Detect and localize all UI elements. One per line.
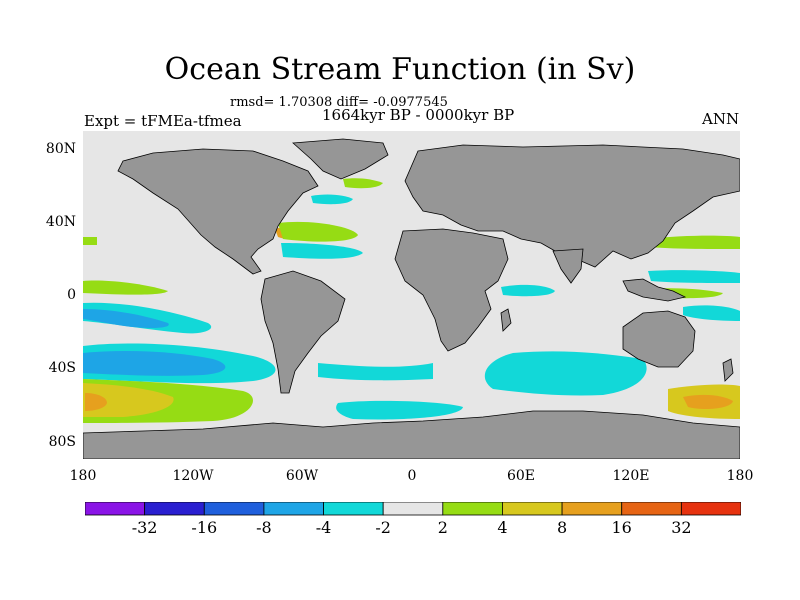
patch-gulf-stream-cyan: [311, 194, 353, 205]
lon-label-0: 0: [407, 468, 417, 484]
colorbar-swatch: [263, 502, 324, 516]
colorbar-swatch: [621, 502, 682, 516]
land-australia: [622, 310, 696, 368]
patch-north-pacific-green: [83, 280, 168, 295]
season-label: ANN: [702, 110, 740, 128]
land-eurasia: [404, 144, 740, 268]
lon-label-120w: 120W: [172, 468, 214, 484]
lat-label-80n: 80N: [45, 141, 76, 157]
lat-label-0: 0: [67, 287, 76, 303]
patch-southern-ocean-orange: [85, 393, 107, 411]
patch-tropical-pacific-blue: [83, 309, 169, 328]
colorbar-tick-label: -32: [131, 518, 158, 537]
colorbar-tick-label: -16: [191, 518, 218, 537]
lon-label-60e: 60E: [506, 468, 536, 484]
lat-label-40n: 40N: [45, 214, 76, 230]
land-greenland: [292, 138, 389, 180]
patch-south-atlantic-cyan: [318, 363, 433, 381]
patch-west-pacific-cyan: [648, 270, 740, 283]
colorbar-swatch: [680, 502, 741, 516]
stream-function-map: [83, 131, 740, 459]
land-india: [552, 248, 584, 284]
colorbar-swatch: [203, 502, 265, 516]
lat-label-80s: 80S: [48, 434, 76, 450]
stats-text: rmsd= 1.70308 diff= -0.0977545: [230, 95, 448, 110]
patch-west-pacific-cyan2: [683, 305, 740, 321]
patch-equatorial-atlantic-cyan: [501, 284, 555, 297]
colorbar-swatch: [442, 502, 503, 516]
experiment-label: Expt = tFMEa-tfmea: [84, 112, 242, 130]
patch-north-atlantic-green: [278, 221, 358, 242]
patch-indian-southern-cyan: [484, 351, 647, 396]
colorbar-tick-label: 32: [671, 518, 692, 537]
chart-title: Ocean Stream Function (in Sv): [164, 52, 636, 87]
land-south-america: [260, 270, 346, 394]
patch-southern-ocean-yellow: [83, 383, 174, 417]
colorbar-swatch: [323, 502, 384, 516]
patch-southern-atlantic-cyan2: [336, 400, 463, 420]
colorbar-tick-label: 8: [557, 518, 568, 537]
land-new-zealand: [722, 358, 734, 382]
colorbar-swatch: [144, 502, 205, 516]
lon-label-120e: 120E: [612, 468, 650, 484]
land-southeast-asia: [622, 278, 687, 302]
colorbar-tick-label: -4: [315, 518, 332, 537]
lat-label-40s: 40S: [48, 360, 76, 376]
lon-label-180w: 180: [69, 468, 97, 484]
patch-tasman-orange: [683, 394, 733, 409]
lon-label-60w: 60W: [285, 468, 319, 484]
colorbar-swatch: [561, 502, 623, 516]
colorbar-swatch: [382, 502, 444, 516]
anomaly-patches: [83, 178, 740, 423]
colorbar: [85, 502, 741, 516]
colorbar-tick-label: -2: [375, 518, 391, 537]
land-madagascar: [500, 308, 512, 332]
land-antarctica: [83, 410, 740, 459]
colorbar-tick-label: 2: [437, 518, 448, 537]
land-africa: [394, 228, 509, 352]
patch-south-pacific-blue: [83, 351, 226, 376]
patch-equatorial-pacific-green: [83, 237, 97, 245]
colorbar-swatch: [502, 502, 563, 516]
patch-nw-pacific-green: [648, 235, 740, 249]
land-masses: [83, 138, 740, 459]
patch-north-atlantic-cyan: [281, 243, 363, 259]
patch-greenland-green: [343, 178, 383, 189]
period-text: 1664kyr BP - 0000kyr BP: [322, 106, 515, 124]
land-north-america: [117, 148, 319, 275]
colorbar-tick-label: 16: [611, 518, 632, 537]
colorbar-tick-label: -8: [256, 518, 272, 537]
colorbar-swatch: [85, 502, 146, 516]
lon-label-180e: 180: [726, 468, 754, 484]
colorbar-tick-label: 4: [497, 518, 508, 537]
